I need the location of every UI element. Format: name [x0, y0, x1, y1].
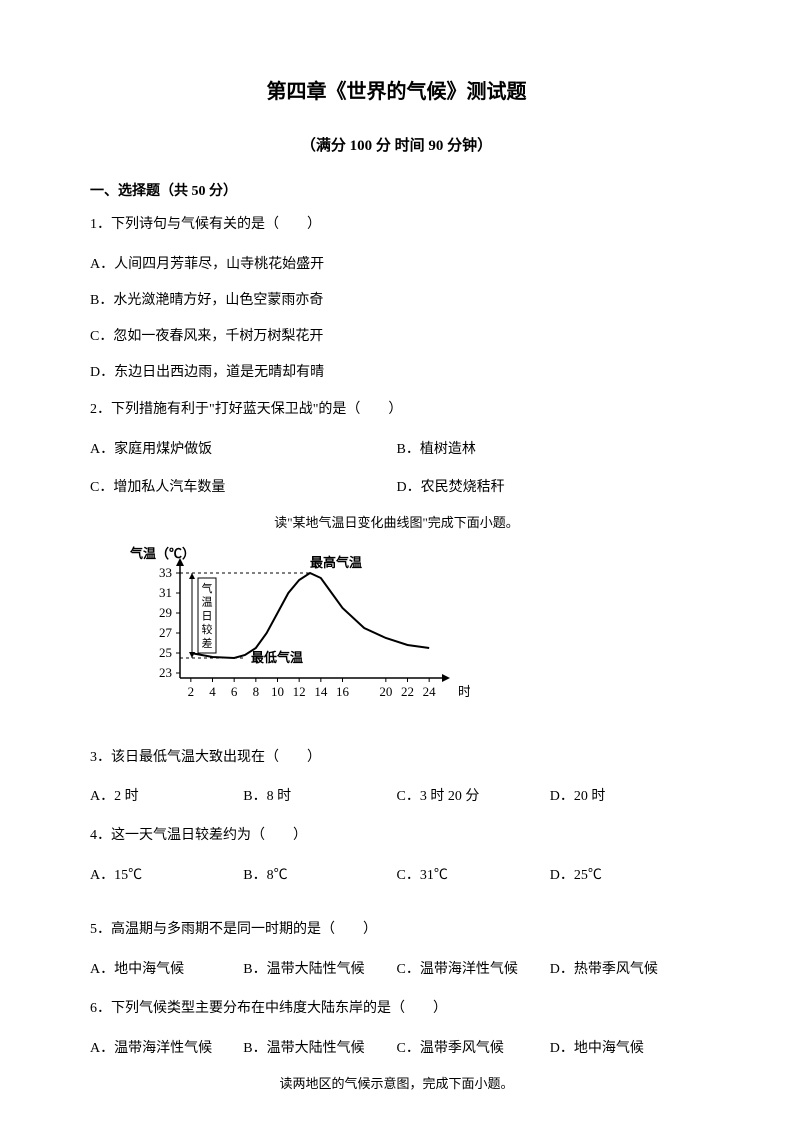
- svg-text:20: 20: [379, 684, 392, 699]
- option-row-4: A．15℃ B．8℃ C．31℃ D．25℃: [90, 862, 703, 890]
- svg-text:最低气温: 最低气温: [251, 650, 303, 665]
- option-1d: D．东边日出西边雨，道是无晴却有晴: [90, 359, 703, 387]
- svg-text:日: 日: [202, 610, 213, 622]
- option-1c: C．忽如一夜春风来，千树万树梨花开: [90, 323, 703, 351]
- svg-text:29: 29: [159, 605, 172, 620]
- option-2c: C．增加私人汽车数量: [90, 474, 397, 502]
- option-5d: D．热带季风气候: [550, 956, 703, 984]
- svg-text:12: 12: [293, 684, 306, 699]
- svg-text:16: 16: [336, 684, 350, 699]
- option-3d: D．20 时: [550, 783, 703, 811]
- page-title: 第四章《世界的气候》测试题: [90, 75, 703, 104]
- svg-text:10: 10: [271, 684, 284, 699]
- temperature-chart: 232527293133246810121416202224时气温（℃）气温日较…: [110, 543, 703, 728]
- svg-text:4: 4: [209, 684, 216, 699]
- page-subtitle: （满分 100 分 时间 90 分钟）: [90, 134, 703, 155]
- svg-text:24: 24: [423, 684, 437, 699]
- option-3c: C．3 时 20 分: [397, 783, 550, 811]
- option-3b: B．8 时: [243, 783, 396, 811]
- svg-text:气温（℃）: 气温（℃）: [130, 546, 195, 561]
- question-4: 4．这一天气温日较差约为（ ）: [90, 821, 703, 852]
- svg-text:最高气温: 最高气温: [310, 555, 362, 570]
- option-1b: B．水光潋滟晴方好，山色空蒙雨亦奇: [90, 287, 703, 315]
- svg-text:27: 27: [159, 625, 173, 640]
- question-6: 6．下列气候类型主要分布在中纬度大陆东岸的是（ ）: [90, 994, 703, 1025]
- instruction-1: 读"某地气温日变化曲线图"完成下面小题。: [90, 512, 703, 531]
- option-row-5: A．地中海气候 B．温带大陆性气候 C．温带海洋性气候 D．热带季风气候: [90, 956, 703, 984]
- svg-text:33: 33: [159, 565, 172, 580]
- svg-text:6: 6: [231, 684, 238, 699]
- option-2a: A．家庭用煤炉做饭: [90, 436, 397, 464]
- question-1: 1．下列诗句与气候有关的是（ ）: [90, 210, 703, 241]
- option-row-2ab: A．家庭用煤炉做饭 B．植树造林: [90, 436, 703, 464]
- option-row-3: A．2 时 B．8 时 C．3 时 20 分 D．20 时: [90, 783, 703, 811]
- svg-text:8: 8: [253, 684, 259, 699]
- option-6a: A．温带海洋性气候: [90, 1035, 243, 1063]
- option-4a: A．15℃: [90, 862, 243, 890]
- instruction-2: 读两地区的气候示意图，完成下面小题。: [90, 1073, 703, 1092]
- svg-text:气: 气: [202, 581, 213, 595]
- option-4b: B．8℃: [243, 862, 396, 890]
- svg-text:2: 2: [188, 684, 195, 699]
- option-3a: A．2 时: [90, 783, 243, 811]
- svg-text:25: 25: [159, 645, 172, 660]
- option-6c: C．温带季风气候: [397, 1035, 550, 1063]
- svg-text:差: 差: [202, 635, 213, 649]
- option-5a: A．地中海气候: [90, 956, 243, 984]
- svg-text:时: 时: [458, 684, 470, 699]
- svg-text:23: 23: [159, 665, 172, 680]
- svg-text:31: 31: [159, 585, 172, 600]
- svg-text:14: 14: [314, 684, 328, 699]
- svg-text:温: 温: [202, 595, 213, 608]
- option-6b: B．温带大陆性气候: [243, 1035, 396, 1063]
- chart-svg: 232527293133246810121416202224时气温（℃）气温日较…: [110, 543, 470, 723]
- option-2b: B．植树造林: [397, 436, 704, 464]
- option-5c: C．温带海洋性气候: [397, 956, 550, 984]
- svg-text:22: 22: [401, 684, 414, 699]
- question-3: 3．该日最低气温大致出现在（ ）: [90, 743, 703, 774]
- option-4d: D．25℃: [550, 862, 703, 890]
- option-1a: A．人间四月芳菲尽，山寺桃花始盛开: [90, 251, 703, 279]
- option-5b: B．温带大陆性气候: [243, 956, 396, 984]
- option-row-2cd: C．增加私人汽车数量 D．农民焚烧秸秆: [90, 474, 703, 502]
- option-2d: D．农民焚烧秸秆: [397, 474, 704, 502]
- question-2: 2．下列措施有利于"打好蓝天保卫战"的是（ ）: [90, 395, 703, 426]
- option-6d: D．地中海气候: [550, 1035, 703, 1063]
- section-header: 一、选择题（共 50 分）: [90, 180, 703, 200]
- option-row-6: A．温带海洋性气候 B．温带大陆性气候 C．温带季风气候 D．地中海气候: [90, 1035, 703, 1063]
- svg-text:较: 较: [202, 622, 213, 636]
- option-4c: C．31℃: [397, 862, 550, 890]
- question-5: 5．高温期与多雨期不是同一时期的是（ ）: [90, 915, 703, 946]
